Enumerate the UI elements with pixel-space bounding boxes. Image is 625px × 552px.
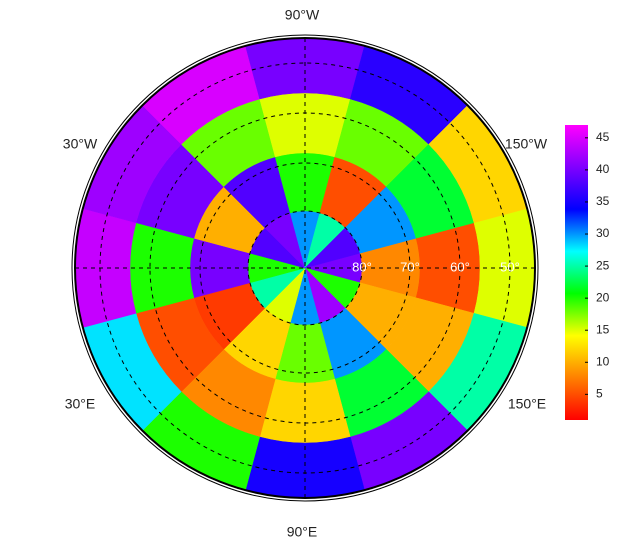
lat-label: 60°: [450, 259, 470, 274]
colorbar-tick-label: 10: [596, 354, 610, 368]
lat-label: 80°: [352, 259, 372, 274]
colorbar: [565, 125, 588, 420]
lat-label: 70°: [400, 259, 420, 274]
lat-label: 50°: [500, 259, 520, 274]
lon-label: 150°W: [505, 136, 548, 152]
colorbar-tick-label: 45: [596, 130, 610, 144]
colorbar-tick-label: 5: [596, 387, 603, 401]
colorbar-tick-label: 30: [596, 226, 610, 240]
colorbar-tick-label: 20: [596, 290, 610, 304]
lon-label: 90°W: [285, 7, 320, 23]
data-field: [75, 38, 535, 498]
graticule: [75, 38, 535, 498]
colorbar-tick-label: 40: [596, 162, 610, 176]
colorbar-tick-label: 25: [596, 258, 610, 272]
lon-label: 150°E: [508, 396, 546, 412]
lon-label: 30°W: [63, 136, 98, 152]
colorbar-tick-label: 15: [596, 322, 610, 336]
lon-label: 30°E: [65, 396, 96, 412]
map-frame: [71, 34, 539, 502]
lon-label: 90°E: [287, 524, 318, 540]
colorbar-tick-label: 35: [596, 194, 610, 208]
